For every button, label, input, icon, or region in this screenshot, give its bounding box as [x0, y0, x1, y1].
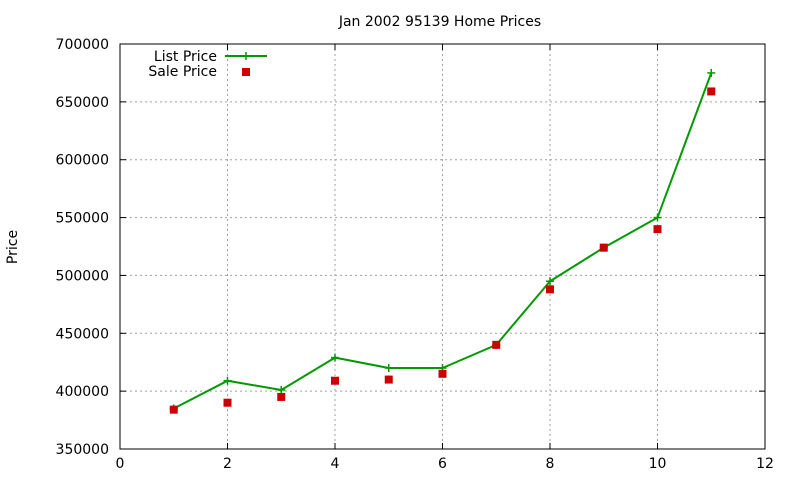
point-sale-price	[277, 392, 286, 401]
x-tick-label: 6	[438, 456, 447, 472]
point-list-price	[653, 213, 662, 222]
tick-labels: 0 2 4 6 8 10 12 350000 400000 450000 500000 550000 6…	[56, 37, 774, 472]
point-sale-price	[438, 369, 447, 378]
grid-lines	[120, 44, 765, 449]
y-tick-label: 600000	[56, 153, 109, 169]
y-tick-label: 650000	[56, 95, 109, 111]
point-sale-price	[331, 376, 339, 385]
point-sale-price	[223, 398, 232, 407]
legend-swatch-sale-price	[242, 68, 250, 76]
axes	[119, 43, 766, 450]
point-list-price	[384, 364, 393, 372]
point-list-price	[223, 376, 232, 385]
point-sale-price	[653, 225, 662, 234]
y-tick-label: 400000	[56, 384, 109, 400]
point-sale-price	[546, 285, 554, 294]
y-tick-label: 550000	[56, 211, 109, 227]
point-sale-price	[169, 405, 178, 414]
point-sale-price	[707, 87, 716, 96]
point-sale-price	[599, 243, 608, 252]
point-list-price	[546, 277, 554, 286]
legend-label-list-price: List Price	[154, 49, 217, 65]
y-tick-label: 700000	[56, 37, 109, 53]
x-tick-label: 12	[756, 456, 774, 472]
x-tick-label: 0	[116, 456, 125, 472]
x-tick-label: 10	[649, 456, 667, 472]
x-tick-label: 4	[331, 456, 340, 472]
y-tick-label: 450000	[56, 326, 109, 342]
x-tick-label: 8	[546, 456, 555, 472]
legend-label-sale-price: Sale Price	[148, 64, 217, 80]
legend: List Price Sale Price	[148, 49, 267, 80]
x-tick-label: 2	[223, 456, 232, 472]
y-tick-label: 350000	[56, 442, 109, 458]
point-list-price	[277, 385, 286, 394]
point-sale-price	[492, 340, 501, 349]
series-marks	[169, 68, 716, 414]
y-tick-label: 500000	[56, 268, 109, 284]
y-axis-label: Price	[5, 230, 21, 264]
point-list-price	[707, 68, 716, 77]
chart-title: Jan 2002 95139 Home Prices	[338, 14, 541, 30]
point-list-price	[331, 353, 339, 362]
point-sale-price	[384, 375, 393, 384]
